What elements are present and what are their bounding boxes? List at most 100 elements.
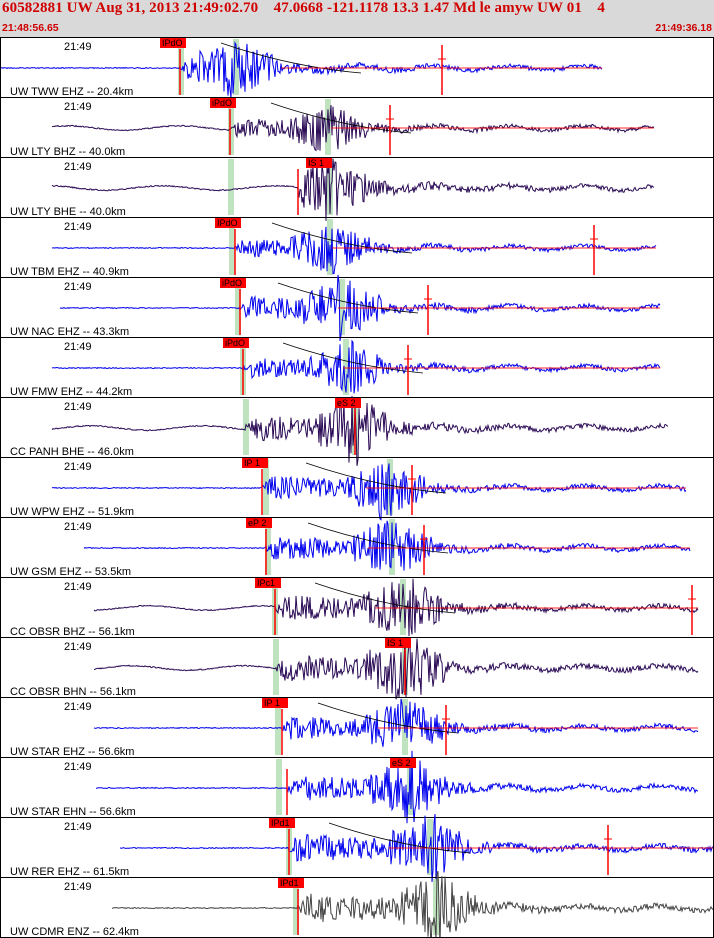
travel-time-curve [317, 702, 459, 734]
pick-label-box[interactable] [269, 818, 295, 828]
pick-label: iPdO [212, 98, 232, 108]
time-tick-label: 21:49 [64, 881, 92, 893]
trace-row[interactable]: IPdO 21:49 UW TBM EHZ -- 40.9km [0, 217, 714, 278]
event-header: 60582881 UW Aug 31, 2013 21:49:02.70 47.… [0, 0, 714, 37]
time-tick-label: 21:49 [64, 41, 92, 53]
trace-row[interactable]: IS 1 21:49 UW LTY BHE -- 40.0km [0, 157, 714, 221]
time-tick-label: 21:49 [64, 161, 92, 173]
waveform [51, 463, 687, 521]
s-window-band [389, 519, 395, 575]
station-label: UW LTY BHE -- 40.0km [10, 206, 126, 218]
pick-label: IP 1 [244, 458, 260, 468]
waveform [51, 104, 655, 152]
trace-row[interactable]: IPc1 21:49 CC OBSR BHZ -- 56.1km [0, 577, 714, 638]
pick-label-box[interactable] [335, 398, 361, 408]
station-label: CC OBSR BHZ -- 56.1km [10, 626, 135, 638]
waveform [94, 637, 699, 700]
pick-label: eP 2 [248, 518, 266, 528]
s-window-band [400, 579, 406, 635]
s-window-band [325, 99, 331, 155]
pick-label-box[interactable] [220, 278, 246, 288]
p-window-band [265, 519, 271, 575]
travel-time-curve [314, 582, 456, 614]
pick-label-box[interactable] [278, 878, 304, 888]
trace-row[interactable]: iPdO 21:49 UW NAC EHZ -- 43.3km [0, 274, 714, 341]
trace-row[interactable]: eS 2 21:49 UW STAR EHN -- 56.6km [0, 750, 714, 824]
pick-label: IPd1 [271, 818, 290, 828]
waveform [96, 750, 698, 824]
waveform [111, 870, 714, 938]
time-tick-label: 21:49 [64, 101, 92, 113]
travel-time-curve [305, 462, 447, 494]
p-window-band [293, 879, 299, 935]
pick-label: IPdO [162, 38, 183, 48]
time-tick-label: 21:49 [64, 221, 92, 233]
station-label: UW LTY BHZ -- 40.0km [10, 146, 125, 158]
trace-row[interactable]: eS 2 21:49 CC PANH BHE -- 46.0km [0, 395, 714, 466]
travel-time-curve [307, 522, 449, 554]
trace-row[interactable]: iPdO 21:49 UW LTY BHZ -- 40.0km [0, 97, 714, 158]
s-window-band [343, 339, 349, 395]
end-time: 21:49:36.18 [655, 22, 712, 34]
p-window-band [276, 759, 282, 815]
waveform [83, 520, 691, 571]
start-time: 21:48:56.65 [2, 22, 59, 34]
pick-label-box[interactable] [223, 338, 249, 348]
time-tick-label: 21:49 [64, 581, 92, 593]
trace-row[interactable]: IPd1 21:49 UW CDMR ENZ -- 62.4km [0, 870, 714, 938]
waveform [51, 226, 657, 275]
trace-row[interactable]: iPdO 21:49 UW FMW EHZ -- 44.2km [0, 337, 714, 398]
pick-label-box[interactable] [160, 38, 186, 48]
station-label: UW WPW EHZ -- 51.9km [10, 506, 134, 518]
pick-label-box[interactable] [215, 218, 241, 228]
time-tick-label: 21:49 [64, 821, 92, 833]
travel-time-curve [270, 102, 412, 134]
pick-label-box[interactable] [262, 698, 288, 708]
pick-label: eS 2 [337, 398, 356, 408]
station-label: CC PANH BHE -- 46.0km [10, 446, 134, 458]
trace-row[interactable]: IPdO 21:49 UW TWW EHZ -- 20.4km [0, 37, 714, 99]
trace-row[interactable]: eP 2 21:49 UW GSM EHZ -- 53.5km [0, 517, 714, 578]
travel-time-curve [220, 42, 362, 74]
waveform [51, 395, 669, 466]
pick-label: eS 2 [392, 758, 411, 768]
station-label: UW TBM EHZ -- 40.9km [10, 266, 129, 278]
time-tick-label: 21:49 [64, 641, 92, 653]
pick-label: IPd1 [280, 878, 299, 888]
p-window-band [235, 279, 241, 335]
pick-label-box[interactable] [390, 758, 416, 768]
trace-row[interactable]: IP 1 21:49 UW WPW EHZ -- 51.9km [0, 457, 714, 521]
station-label: UW CDMR ENZ -- 62.4km [10, 926, 139, 938]
pick-label-box[interactable] [306, 158, 332, 168]
seismogram-panel[interactable]: IPdO 21:49 UW TWW EHZ -- 20.4km iPdO 21:49 UW… [0, 37, 714, 938]
pick-label: IPc1 [257, 578, 275, 588]
waveform [51, 339, 661, 394]
s-window-band [233, 39, 239, 95]
s-window-band [427, 819, 433, 875]
pick-label: iPdO [222, 278, 242, 288]
p-window-band [275, 699, 281, 755]
pick-label-box[interactable] [255, 578, 281, 588]
trace-row[interactable]: IPd1 21:49 UW RER EHZ -- 61.5km [0, 813, 714, 883]
pick-label-box[interactable] [210, 98, 236, 108]
time-tick-label: 21:49 [64, 701, 92, 713]
trace-row[interactable]: IP 1 21:49 UW STAR EHZ -- 56.6km [0, 697, 714, 758]
pick-label-box[interactable] [246, 518, 272, 528]
station-label: UW NAC EHZ -- 43.3km [10, 326, 129, 338]
pick-label-box[interactable] [385, 638, 411, 648]
trace-row[interactable]: IS 1 21:49 CC OBSR BHN -- 56.1km [0, 637, 714, 700]
time-tick-label: 21:49 [64, 341, 92, 353]
pick-label: IS 1 [308, 158, 324, 168]
station-label: UW TWW EHZ -- 20.4km [10, 86, 133, 98]
pick-label-box[interactable] [242, 458, 268, 468]
waveform [119, 813, 714, 883]
station-label: UW GSM EHZ -- 53.5km [10, 566, 131, 578]
station-label: UW STAR EHN -- 56.6km [10, 806, 136, 818]
travel-time-curve [328, 822, 471, 854]
event-title: 60582881 UW Aug 31, 2013 21:49:02.70 47.… [2, 0, 605, 16]
time-tick-label: 21:49 [64, 521, 92, 533]
time-tick-label: 21:49 [64, 761, 92, 773]
waveform [51, 158, 655, 221]
time-tick-label: 21:49 [64, 401, 92, 413]
time-tick-label: 21:49 [64, 461, 92, 473]
